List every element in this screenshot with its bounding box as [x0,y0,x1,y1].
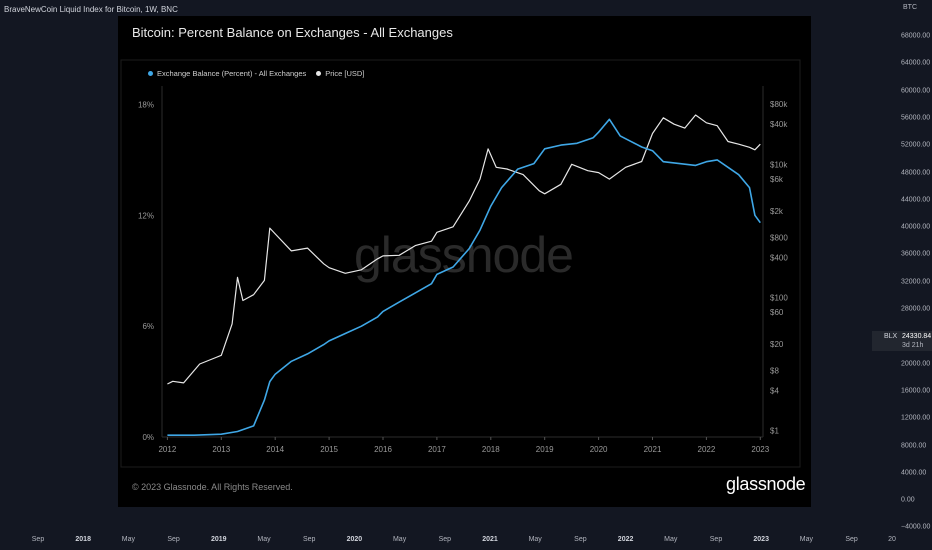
price-axis-tick: 56000.00 [901,114,931,122]
price-axis-tick: 32000.00 [901,278,931,286]
copyright-text: © 2023 Glassnode. All Rights Reserved. [132,482,293,492]
legend-dot-balance [148,71,153,76]
y-right-tick-label: $1 [770,427,779,436]
y-right-tick-label: $20 [770,340,784,349]
bar-countdown: 3d 21h [902,342,924,349]
x-tick-label: 2012 [158,445,176,454]
y-left-tick-label: 12% [138,211,154,220]
time-axis[interactable]: Sep 2018 May Sep 2019 May Sep 2020 May Sep 2021 May… [0,528,896,550]
y-right-tick-label: $80k [770,100,788,109]
x-tick-label: 2016 [374,445,392,454]
x-tick-label: 2013 [212,445,230,454]
price-axis-tick: 36000.00 [901,250,931,258]
price-axis-tick: 8000.00 [901,442,927,449]
price-series-line [167,114,761,385]
y-right-tick-label: $10k [770,160,788,169]
x-tick-label: 2022 [698,445,716,454]
time-axis-tick: 20 [888,536,896,543]
glassnode-chart: 2012 2013 2014 2015 2016 2017 2018 2019 2020 2021… [120,59,801,468]
time-axis-tick: Sep [438,536,452,543]
x-tick-label: 2020 [590,445,608,454]
price-axis-tick: 60000.00 [901,87,931,95]
time-axis-tick: 2021 [482,536,498,543]
time-axis-tick: May [528,536,542,543]
time-axis-tick: 2018 [75,536,91,543]
time-axis-tick: Sep [167,536,180,543]
y-left-tick-label: 18% [138,100,154,109]
time-axis-tick: Sep [845,536,858,543]
price-axis[interactable]: 68000.00 64000.00 60000.00 56000.00 52000.00… [873,0,932,550]
time-axis-tick: 2022 [617,536,634,543]
y-right-tick-label: $800 [770,233,788,242]
time-axis-tick: May [392,536,407,543]
x-tick-label: 2014 [266,445,284,454]
price-axis-tick: 28000.00 [901,305,931,313]
time-axis-tick: Sep [709,536,723,543]
price-axis-tick: 44000.00 [901,196,931,204]
y-left-tick-label: 0% [142,433,154,442]
y-right-tick-label: $40k [770,120,788,129]
x-tick-label: 2017 [428,445,446,454]
time-axis-tick: May [257,536,271,543]
y-right-tick-label: $6k [770,175,784,184]
y-right-tick-label: $2k [770,207,784,216]
y-left-tick-label: 6% [142,322,154,331]
x-tick-label: 2019 [536,445,554,454]
legend-dot-price [316,71,322,76]
x-tick-label: 2021 [644,445,662,454]
plot-frame [120,59,801,468]
x-tick-label: 2015 [320,445,338,454]
y-right-tick-label: $100 [770,293,788,302]
time-axis-tick: May [121,536,136,543]
tradingview-chart-title: BraveNewCoin Liquid Index for Bitcoin, 1… [4,5,178,14]
price-axis-tick: −4000.00 [901,523,931,531]
price-axis-tick: 20000.00 [901,360,931,368]
legend-label-balance: Exchange Balance (Percent) - All Exchang… [157,69,307,78]
time-axis-tick: Sep [31,536,45,543]
legend-item-price: Price [USD] [316,69,364,78]
y-right-tick-label: $8 [770,366,779,375]
price-axis-tick: 0.00 [901,496,915,504]
time-axis-tick: May [664,536,678,543]
price-axis-tick: 16000.00 [901,387,931,395]
legend-label-price: Price [USD] [325,69,365,78]
chart-title: Bitcoin: Percent Balance on Exchanges - … [132,25,453,40]
price-symbol: BLX [884,333,898,340]
axis-currency-unit[interactable]: BTC [903,4,917,11]
last-price-label: BLX 24330.84 3d 21h [872,331,932,351]
price-value: 24330.84 [902,333,932,340]
y-right-tick-label: $60 [770,308,784,317]
y-right-tick-label: $4 [770,386,779,395]
chart-image-panel: glassnode 2012 2013 2014 2015 2016 2017 2018 20… [118,16,811,507]
time-axis-tick: 2019 [211,536,227,543]
chart-legend: Exchange Balance (Percent) - All Exchang… [148,69,364,78]
y-right-tick-label: $400 [770,253,788,262]
price-axis-tick: 48000.00 [901,169,931,176]
price-axis-tick: 52000.00 [901,141,931,149]
price-axis-tick: 64000.00 [901,59,931,67]
price-axis-tick: 40000.00 [901,223,931,231]
price-axis-tick: 4000.00 [901,469,927,477]
x-tick-label: 2023 [751,445,769,454]
time-axis-tick: 2023 [753,536,769,543]
x-tick-label: 2018 [482,445,500,454]
time-axis-tick: May [799,536,814,543]
price-axis-tick: 12000.00 [901,414,931,422]
legend-item-balance: Exchange Balance (Percent) - All Exchang… [148,69,306,78]
time-axis-tick: Sep [574,536,587,543]
glassnode-logo: glassnode [726,474,806,494]
time-axis-tick: 2020 [346,536,363,543]
time-axis-tick: Sep [302,536,316,543]
price-axis-tick: 68000.00 [901,32,931,40]
balance-series-line [167,118,761,436]
